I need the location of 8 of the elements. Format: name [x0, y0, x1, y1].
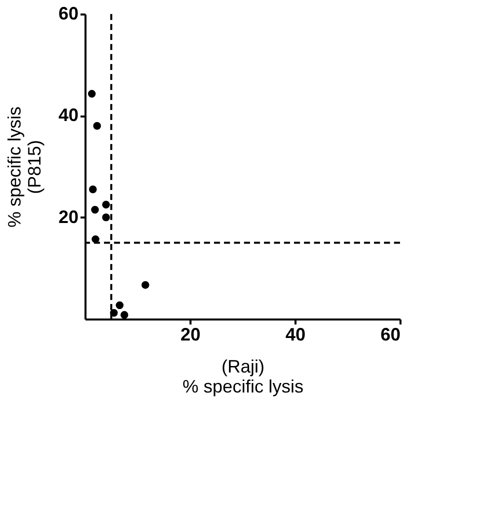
x-tick-label: 60	[380, 324, 400, 344]
y-tick-label: 20	[58, 206, 78, 227]
x-tick-label: 20	[180, 324, 201, 344]
x-axis-title: (Raji) % specific lysis	[182, 356, 304, 396]
y-tick-label: 40	[58, 105, 78, 126]
y-axis-title: % specific lysis (P815)	[4, 106, 44, 228]
y-tick-label: 60	[58, 4, 78, 24]
x-tick-label: 40	[285, 324, 306, 344]
